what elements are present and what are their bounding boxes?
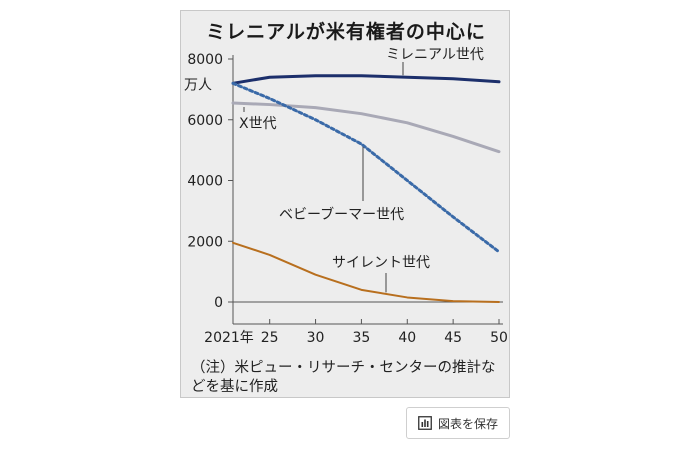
x-tick-label: 45 [444, 330, 462, 346]
series-line-3 [231, 81, 501, 254]
chart-panel: ミレニアルが米有権者の中心に 0 2000 4000 6000 8000 万人 2021年 2… [180, 10, 510, 398]
series-label: サイレント世代 [332, 255, 430, 271]
series-label: ミレニアル世代 [386, 47, 484, 63]
save-chart-button[interactable]: 図表を保存 [406, 407, 510, 439]
y-axis-unit-label: 万人 [184, 77, 212, 93]
y-tick-label: 4000 [187, 174, 223, 190]
y-tick-label: 0 [214, 295, 223, 311]
series-line-2 [231, 101, 501, 154]
x-tick-label: 35 [352, 330, 370, 346]
chart-title: ミレニアルが米有権者の中心に [206, 21, 486, 43]
x-tick-label: 25 [261, 330, 279, 346]
x-tick-label: 40 [398, 330, 416, 346]
series-line-1 [231, 74, 501, 85]
x-tick-label: 2021年 [204, 330, 254, 346]
x-tick-label: 30 [307, 330, 325, 346]
y-tick-label: 8000 [187, 52, 223, 68]
series-label: ベビーブーマー世代 [279, 206, 404, 223]
bar-chart-icon [418, 416, 432, 430]
save-chart-label: 図表を保存 [437, 416, 498, 431]
y-tick-label: 2000 [187, 234, 223, 250]
series-line-4 [232, 241, 500, 303]
line-chart: 0 2000 4000 6000 8000 万人 2021年 25 30 35 40 45 50 ミレニア… [184, 47, 508, 346]
chart-note: （注）米ピュー・リサーチ・センターの推計などを基に作成 [191, 360, 496, 395]
series-label: X世代 [239, 116, 277, 132]
x-tick-label: 50 [490, 330, 508, 346]
y-tick-label: 6000 [187, 113, 223, 129]
